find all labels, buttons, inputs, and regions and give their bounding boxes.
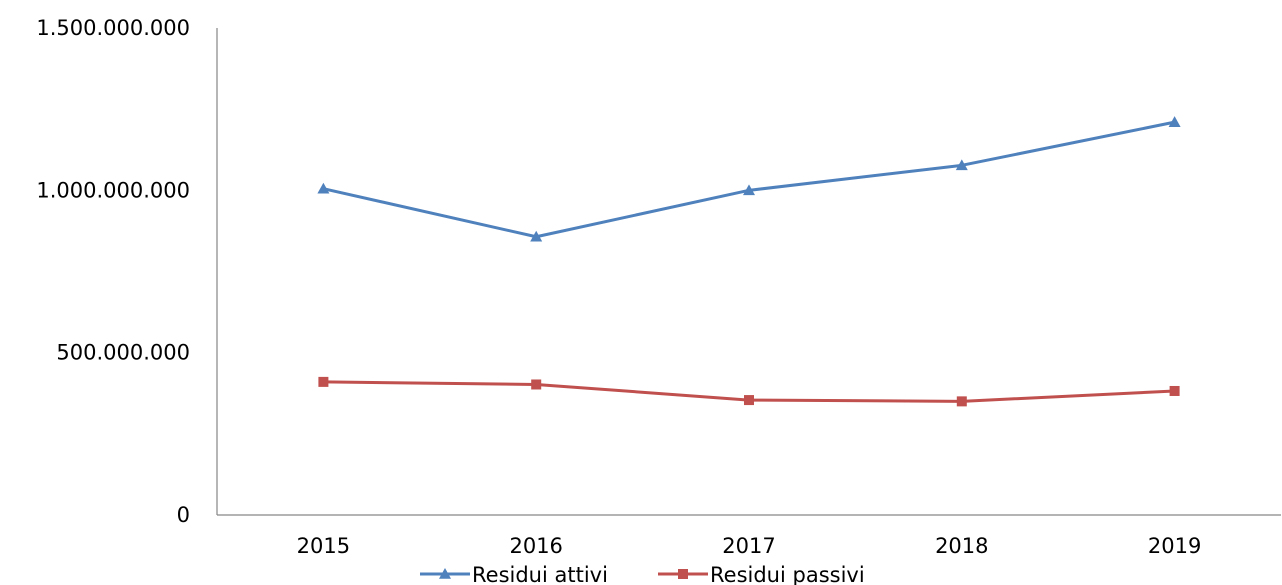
- data-point: [1168, 116, 1181, 127]
- data-point: [743, 184, 755, 196]
- legend: Residui attivi Residui passivi: [420, 563, 865, 585]
- series-residui-attivi: [317, 116, 1181, 242]
- legend-item: Residui attivi: [420, 563, 608, 585]
- legend-label: Residui passivi: [710, 563, 865, 585]
- series-line: [323, 120, 1175, 239]
- y-tick-label: 1.000.000.000: [36, 178, 190, 202]
- x-tick-label: 2017: [722, 534, 775, 558]
- data-point: [318, 376, 329, 387]
- x-tick-labels: 2015 2016 2017 2018 2019: [297, 534, 1202, 558]
- y-tick-label: 1.500.000.000: [36, 16, 190, 40]
- legend-swatch-marker: [439, 568, 451, 579]
- data-point: [530, 230, 543, 242]
- y-tick-label: 500.000.000: [56, 341, 190, 365]
- x-tick-label: 2019: [1148, 534, 1201, 558]
- data-point: [955, 159, 968, 171]
- legend-label: Residui attivi: [472, 563, 608, 585]
- data-point: [744, 395, 754, 406]
- data-point: [317, 182, 330, 194]
- legend-item: Residui passivi: [658, 563, 865, 585]
- legend-swatch-marker: [678, 569, 688, 579]
- y-tick-label: 0: [177, 503, 190, 527]
- data-point: [531, 379, 542, 390]
- data-point: [956, 396, 967, 407]
- x-tick-label: 2018: [935, 534, 988, 558]
- series-residui-passivi: [318, 376, 1180, 407]
- y-tick-labels: 0 500.000.000 1.000.000.000 1.500.000.000: [36, 16, 190, 527]
- x-tick-label: 2015: [297, 534, 350, 558]
- series-layer: [317, 116, 1181, 407]
- x-tick-label: 2016: [509, 534, 562, 558]
- data-point: [1169, 385, 1180, 396]
